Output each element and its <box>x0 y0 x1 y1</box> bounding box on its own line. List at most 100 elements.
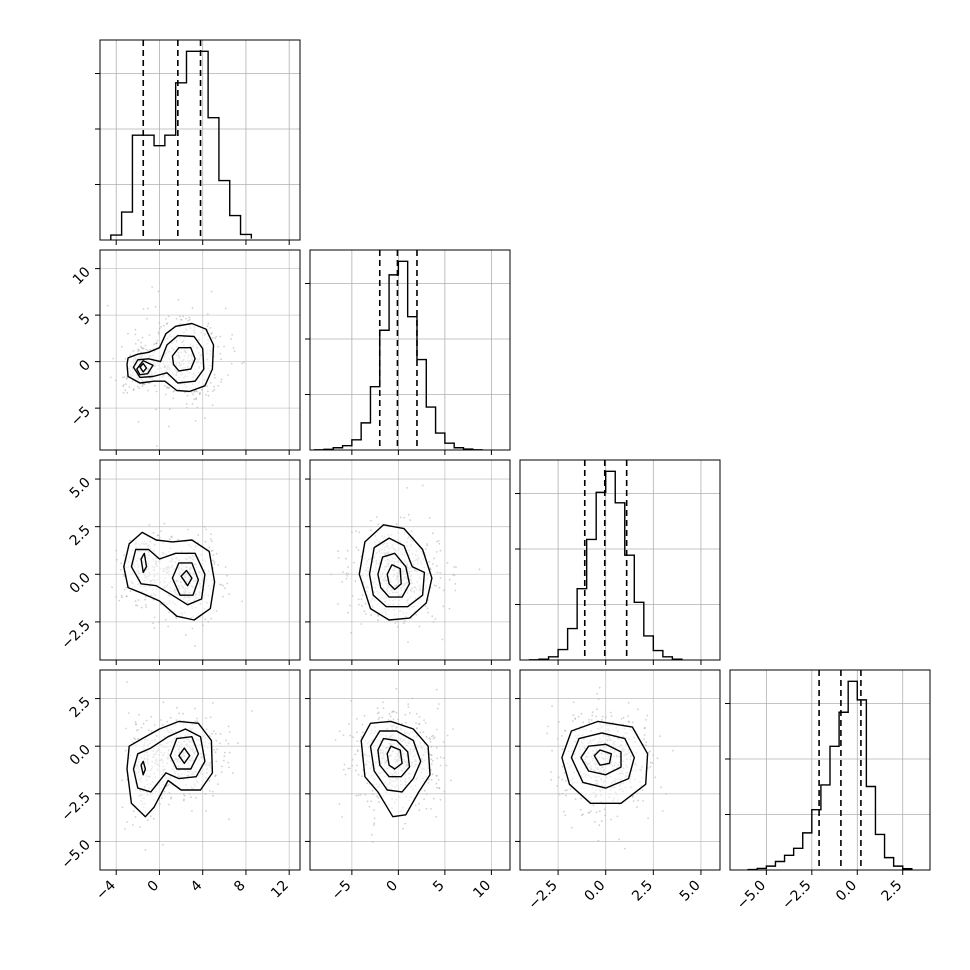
scatter-point <box>157 290 160 293</box>
scatter-point <box>415 712 418 715</box>
scatter-point <box>138 826 141 828</box>
scatter-point <box>211 332 213 334</box>
scatter-point <box>438 787 440 789</box>
hist-panel-1 <box>313 250 483 451</box>
scatter-point <box>198 392 201 395</box>
x-tick-label-0-3: 8 <box>231 878 249 896</box>
scatter-point <box>342 768 345 771</box>
scatter-point <box>352 736 354 739</box>
scatter-point <box>373 817 376 820</box>
scatter-point <box>212 559 214 562</box>
scatter-point <box>424 722 427 724</box>
scatter-point <box>564 789 567 792</box>
scatter-point <box>123 588 126 591</box>
scatter-point <box>141 336 144 339</box>
scatter-point <box>454 583 457 585</box>
scatter-point <box>566 789 568 792</box>
scatter-point <box>176 706 178 709</box>
scatter-point <box>188 316 190 319</box>
scatter-point <box>647 817 649 820</box>
scatter-point <box>405 721 407 724</box>
scatter-point <box>392 710 394 713</box>
contour-3-0-2 <box>169 735 200 770</box>
scatter-point <box>153 343 155 346</box>
scatter-point <box>423 789 426 792</box>
scatter-point <box>211 732 213 735</box>
scatter-point <box>601 715 604 718</box>
panel-frame-3-1 <box>309 669 511 871</box>
scatter-point <box>428 517 431 519</box>
scatter-point <box>138 713 140 716</box>
scatter-point <box>160 603 162 606</box>
scatter-point <box>376 795 378 798</box>
scatter-point <box>656 757 659 760</box>
scatter-point <box>137 737 139 740</box>
scatter-point <box>353 561 355 564</box>
scatter-point <box>392 718 395 721</box>
y-tick-label-3-0: −5.0 <box>58 837 93 872</box>
y-tick-label-3-1: −2.5 <box>58 789 93 824</box>
scatter-point <box>194 707 196 710</box>
scatter-point <box>205 528 207 531</box>
scatter-point <box>214 337 217 340</box>
scatter-point <box>187 319 190 322</box>
scatter-point <box>649 750 651 753</box>
scatter-point <box>563 772 566 774</box>
contour-1-0-1 <box>132 334 205 384</box>
x-tick-label-1-3: 10 <box>470 878 494 902</box>
scatter-point <box>632 800 635 803</box>
scatter-point <box>211 540 213 543</box>
contour-3-1-3 <box>386 745 403 770</box>
scatter-point <box>591 714 594 717</box>
scatter-point <box>341 581 343 583</box>
scatter-point <box>445 764 448 767</box>
scatter-point <box>582 813 584 816</box>
scatter-point <box>179 323 181 325</box>
scatter-point <box>346 575 349 577</box>
contour-3-2-3 <box>593 749 613 766</box>
scatter-point <box>404 713 407 716</box>
scatter-point <box>153 627 156 629</box>
x-tick-label-0-2: 4 <box>188 877 206 895</box>
scatter-point <box>163 324 165 327</box>
scatter-point <box>448 607 451 610</box>
scatter-point <box>186 394 189 397</box>
scatter-point <box>350 631 352 634</box>
scatter-point <box>436 757 439 760</box>
scatter-point <box>424 605 427 607</box>
scatter-point <box>377 619 379 622</box>
scatter-point <box>112 357 115 360</box>
scatter-point <box>436 707 439 710</box>
scatter-point <box>191 403 194 405</box>
scatter-point <box>627 701 630 704</box>
scatter-point <box>347 611 349 614</box>
scatter-point <box>121 779 123 782</box>
scatter-point <box>183 798 185 801</box>
scatter-point <box>418 723 420 726</box>
scatter-point <box>191 810 193 812</box>
scatter-point <box>431 615 434 618</box>
scatter-point <box>551 705 553 708</box>
scatter-point <box>356 750 359 753</box>
scatter-point <box>142 308 145 310</box>
scatter-point <box>610 715 613 717</box>
scatter-point <box>570 826 573 829</box>
scatter-point <box>366 782 369 784</box>
scatter-point <box>213 562 216 565</box>
scatter-point <box>546 732 548 735</box>
contour-2-0-4 <box>180 569 193 587</box>
scatter-point <box>169 538 171 541</box>
scatter-point <box>571 720 574 722</box>
scatter-point <box>354 580 357 583</box>
panel-frame-3-3 <box>729 669 931 871</box>
scatter-point <box>124 389 127 392</box>
scatter-point <box>659 735 661 737</box>
scatter-point <box>596 692 598 695</box>
scatter-point <box>161 723 164 726</box>
scatter-point <box>163 790 166 793</box>
contour-3-2-1 <box>570 732 636 789</box>
scatter-point <box>210 617 212 620</box>
scatter-point <box>550 771 552 773</box>
scatter-point <box>425 548 427 550</box>
scatter-point <box>122 391 125 394</box>
